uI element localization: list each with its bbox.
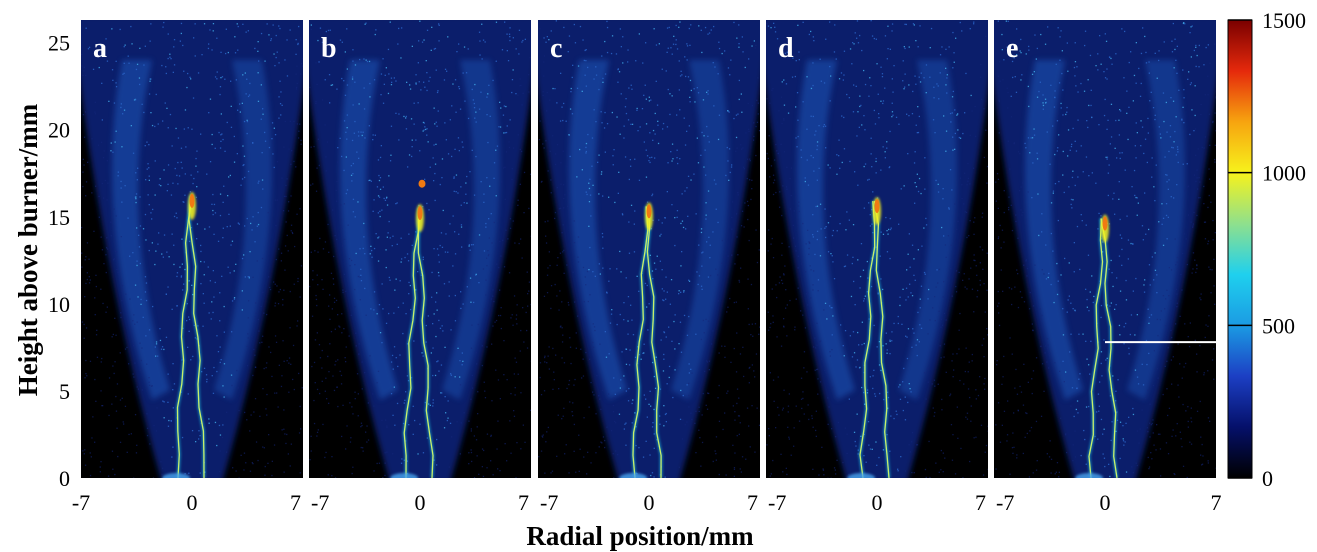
- colorbar-tick-label: 0: [1262, 466, 1273, 491]
- flame-front-right: [1100, 218, 1118, 478]
- x-tick-label: 7: [518, 490, 529, 515]
- soot-wing-right: [671, 60, 729, 400]
- flame-front-left: [632, 206, 649, 478]
- burner-base-glow: [162, 473, 191, 478]
- isolated-hot-spot: [418, 179, 426, 188]
- x-axis-title: Radial position/mm: [526, 521, 754, 551]
- x-axis: -7 0 7 -7 0 7 -7 0 7 -7 0 7 -7 0 7: [72, 490, 1222, 515]
- soot-wing-right: [1127, 60, 1185, 400]
- x-tick-label: 0: [187, 490, 198, 515]
- x-tick-label: -7: [768, 490, 786, 515]
- burner-base-glow: [847, 473, 876, 478]
- colorbar-tick-label: 1000: [1262, 161, 1306, 186]
- x-tick-label: 0: [644, 490, 655, 515]
- x-tick-label: -7: [996, 490, 1014, 515]
- panel-c: c: [538, 20, 760, 478]
- soot-wing-left: [112, 60, 170, 400]
- flame-front-right: [188, 195, 205, 478]
- panel-label-d: d: [778, 33, 794, 64]
- y-tick-label: 0: [59, 466, 70, 491]
- colorbar: 0 500 1000 1500: [1227, 8, 1306, 491]
- y-tick-label: 15: [48, 205, 70, 230]
- panel-label-e: e: [1006, 33, 1018, 64]
- panel-label-c: c: [550, 33, 562, 64]
- x-tick-label: 0: [872, 490, 883, 515]
- colorbar-tick-label: 500: [1262, 313, 1295, 338]
- x-tick-label: 0: [1100, 490, 1111, 515]
- flame-front-left: [859, 201, 876, 478]
- flame-front-right: [646, 206, 662, 478]
- y-tick-label: 5: [59, 379, 70, 404]
- soot-wing-left: [340, 60, 398, 400]
- colorbar-tick-label: 1500: [1262, 8, 1306, 33]
- y-tick-label: 20: [48, 118, 70, 143]
- panel-d: d: [766, 20, 988, 478]
- x-tick-label: 0: [415, 490, 426, 515]
- x-tick-label: 7: [1211, 490, 1222, 515]
- soot-wing-left: [1025, 60, 1083, 400]
- flame-tip: [189, 193, 195, 208]
- panel-label-a: a: [93, 33, 107, 64]
- soot-wing-left: [797, 60, 855, 400]
- speckle-noise: [766, 20, 988, 478]
- panels-group: a b c d e: [81, 20, 1216, 478]
- y-tick-label: 10: [48, 292, 70, 317]
- colorbar-bar: [1227, 19, 1253, 479]
- soot-wing-left: [569, 60, 627, 400]
- burner-base-glow: [390, 473, 419, 478]
- x-tick-label: 7: [975, 490, 986, 515]
- flame-tip: [1102, 216, 1108, 231]
- x-tick-label: 7: [747, 490, 758, 515]
- flame-tip: [874, 199, 880, 214]
- flame-front-right: [873, 200, 890, 478]
- flame-front-left: [1088, 218, 1104, 478]
- y-tick-label: 25: [48, 31, 70, 56]
- y-axis: 0 5 10 15 20 25: [48, 31, 70, 491]
- panel-e: e: [994, 20, 1216, 478]
- burner-base-glow: [619, 473, 648, 478]
- x-tick-label: -7: [311, 490, 329, 515]
- x-tick-label: -7: [72, 490, 90, 515]
- flame-tip: [417, 206, 423, 221]
- flame-front-left: [403, 208, 420, 478]
- speckle-noise: [81, 21, 303, 478]
- flame-front-right: [417, 208, 434, 478]
- burner-base-glow: [1075, 473, 1104, 478]
- x-tick-label: 7: [290, 490, 301, 515]
- flame-tip: [646, 204, 652, 219]
- y-axis-title: Height above burner/mm: [13, 103, 43, 396]
- soot-wing-right: [214, 60, 272, 400]
- flame-front-left: [176, 195, 193, 478]
- panel-label-b: b: [321, 33, 337, 64]
- x-tick-label: -7: [540, 490, 558, 515]
- panel-a: a: [81, 20, 303, 478]
- soot-wing-right: [442, 60, 500, 400]
- soot-wing-right: [899, 60, 957, 400]
- panel-b: b: [309, 20, 531, 478]
